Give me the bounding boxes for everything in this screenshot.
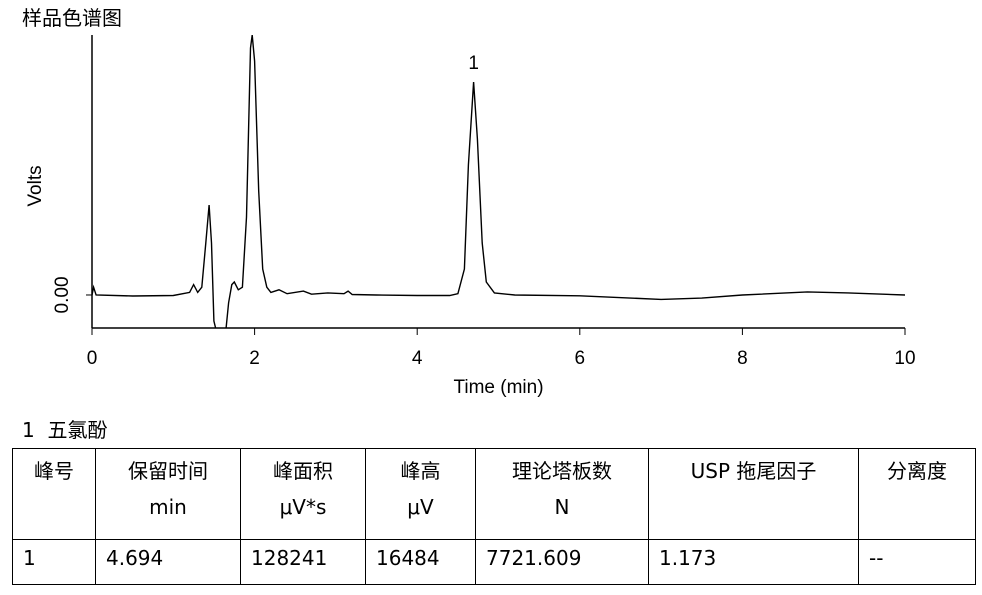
header-text: 保留时间 bbox=[128, 459, 208, 483]
x-tick-label: 8 bbox=[737, 348, 748, 369]
x-tick-label: 10 bbox=[894, 348, 915, 369]
chromatogram-line bbox=[92, 35, 905, 328]
header-text: N bbox=[554, 495, 570, 519]
data-cell: -- bbox=[858, 539, 976, 585]
x-axis-label: Time (min) bbox=[453, 377, 543, 398]
header-text: 理论塔板数 bbox=[512, 459, 612, 483]
header-text: 峰面积 bbox=[273, 459, 333, 483]
y-tick-label: 0.00 bbox=[52, 276, 73, 313]
header-cell: 峰高 μV bbox=[365, 448, 476, 540]
header-cell: 分离度 bbox=[858, 448, 976, 540]
data-cell: 128241 bbox=[240, 539, 366, 585]
header-text: 分离度 bbox=[887, 459, 947, 483]
data-cell: 7721.609 bbox=[475, 539, 649, 585]
header-cell: USP 拖尾因子 bbox=[648, 448, 859, 540]
x-tick-label: 2 bbox=[249, 348, 260, 369]
x-tick-label: 4 bbox=[412, 348, 423, 369]
header-text: 峰号 bbox=[34, 459, 74, 483]
data-cell: 16484 bbox=[365, 539, 476, 585]
header-text: μV bbox=[407, 495, 434, 519]
header-cell: 保留时间 min bbox=[95, 448, 241, 540]
header-cell: 理论塔板数 N bbox=[475, 448, 649, 540]
x-tick-label: 6 bbox=[575, 348, 586, 369]
header-text: 峰高 bbox=[400, 459, 441, 483]
header-cell: 峰号 bbox=[12, 448, 96, 540]
peak-label: 1 bbox=[468, 53, 479, 74]
header-text: min bbox=[149, 495, 187, 519]
data-row: 1 4.694 128241 16484 7721.609 1.173 -- bbox=[12, 539, 976, 585]
header-row: 峰号 保留时间 min 峰面积 μV*s 峰高 μV 理论塔板数 N USP 拖尾因子 分离度 bbox=[12, 448, 976, 540]
data-cell: 1 bbox=[12, 539, 96, 585]
report-title: 样品色谱图 bbox=[22, 6, 122, 30]
data-cell: 1.173 bbox=[648, 539, 859, 585]
header-text: USP 拖尾因子 bbox=[690, 459, 817, 483]
header-text: μV*s bbox=[279, 495, 327, 519]
peak-table: 峰号 保留时间 min 峰面积 μV*s 峰高 μV 理论塔板数 N USP 拖尾因子 分离度 1 4.… bbox=[12, 448, 976, 585]
x-tick-label: 0 bbox=[87, 348, 98, 369]
header-cell: 峰面积 μV*s bbox=[240, 448, 366, 540]
compound-name: 1 五氯酚 bbox=[22, 418, 108, 442]
chromatogram: 0 2 4 6 8 10 0.00 Time (min) Volts 1 bbox=[25, 35, 916, 398]
y-axis-label: Volts bbox=[25, 165, 46, 206]
data-cell: 4.694 bbox=[95, 539, 241, 585]
